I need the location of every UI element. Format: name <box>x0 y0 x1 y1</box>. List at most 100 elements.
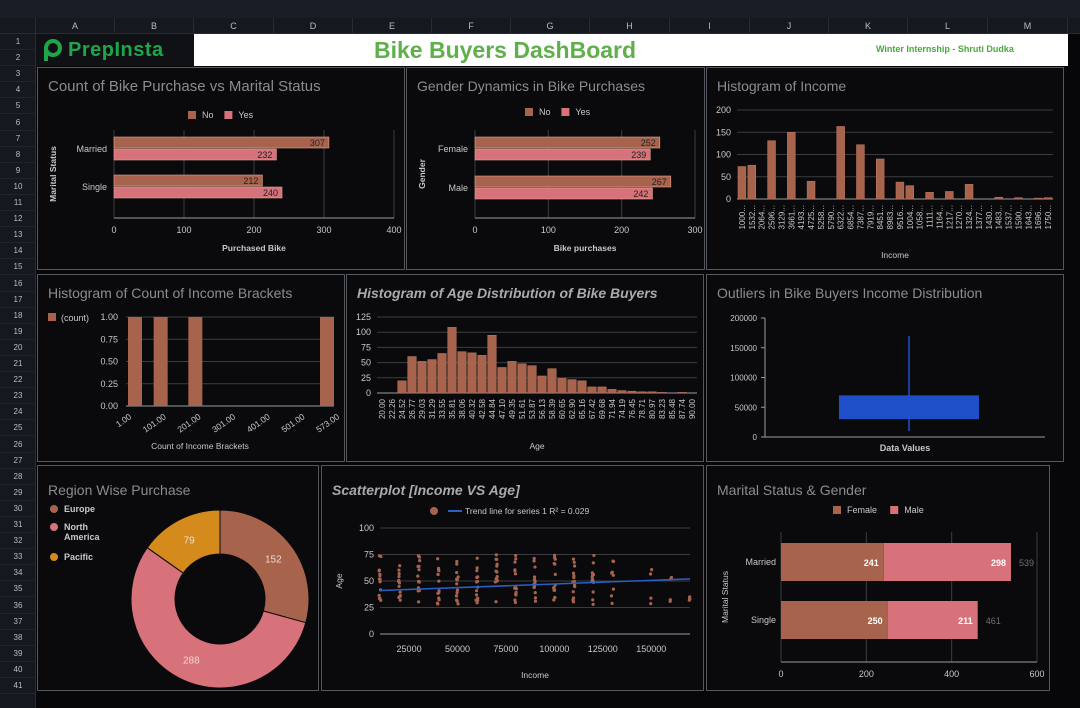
column-header-M[interactable]: M <box>988 18 1068 34</box>
row-header-8[interactable]: 8 <box>0 147 36 163</box>
row-header-36[interactable]: 36 <box>0 598 36 614</box>
chart-scatter[interactable]: Scatterplot [Income VS Age] Trend line f… <box>321 465 704 691</box>
row-header-5[interactable]: 5 <box>0 98 36 115</box>
row-header-41[interactable]: 41 <box>0 678 36 695</box>
row-header-30[interactable]: 30 <box>0 501 36 517</box>
row-header-16[interactable]: 16 <box>0 276 36 292</box>
row-header-7[interactable]: 7 <box>0 131 36 147</box>
column-header-G[interactable]: G <box>511 18 590 34</box>
column-header-D[interactable]: D <box>274 18 353 34</box>
column-header-J[interactable]: J <box>750 18 829 34</box>
scatter-point <box>495 557 499 562</box>
slice-label: 79 <box>184 536 196 547</box>
row-header-35[interactable]: 35 <box>0 581 36 598</box>
chart-gender[interactable]: Gender Dynamics in Bike Purchases No Yes 0… <box>406 67 705 270</box>
row-header-11[interactable]: 11 <box>0 195 36 212</box>
row-header-38[interactable]: 38 <box>0 630 36 646</box>
x-axis-title: Count of Income Brackets <box>151 441 249 451</box>
row-header-20[interactable]: 20 <box>0 340 36 356</box>
row-header-31[interactable]: 31 <box>0 517 36 534</box>
bar-yes <box>474 148 651 161</box>
legend-label: No <box>539 107 551 117</box>
scatter-point <box>553 596 557 600</box>
row-header-19[interactable]: 19 <box>0 324 36 340</box>
x-tick-label: 58.39 <box>548 398 557 419</box>
row-header-37[interactable]: 37 <box>0 614 36 630</box>
column-header-A[interactable]: A <box>36 18 115 34</box>
row-header-39[interactable]: 39 <box>0 646 36 662</box>
x-tick-label: 400 <box>944 669 959 679</box>
row-header-18[interactable]: 18 <box>0 308 36 324</box>
scatter-point <box>456 602 460 606</box>
data-label: 307 <box>310 138 325 148</box>
chart-marital-gender[interactable]: Marital Status & Gender Female Male 0 200 40… <box>706 465 1050 691</box>
histogram-bar <box>517 363 527 394</box>
column-header-C[interactable]: C <box>194 18 274 34</box>
column-header-I[interactable]: I <box>670 18 750 34</box>
row-header-15[interactable]: 15 <box>0 259 36 276</box>
y-tick-label: 25 <box>364 603 374 613</box>
row-header-2[interactable]: 2 <box>0 50 36 67</box>
histogram-bar <box>1014 197 1023 200</box>
column-header-H[interactable]: H <box>590 18 670 34</box>
data-label: 242 <box>633 189 648 199</box>
column-header-L[interactable]: L <box>908 18 988 34</box>
histogram-bar <box>527 365 537 394</box>
histogram-bar <box>507 361 517 394</box>
scatter-point <box>611 559 615 563</box>
column-header-B[interactable]: B <box>115 18 194 34</box>
row-header-33[interactable]: 33 <box>0 549 36 566</box>
chart-marital-status[interactable]: Count of Bike Purchase vs Marital Status… <box>37 67 405 270</box>
row-header-13[interactable]: 13 <box>0 227 36 244</box>
row-header-14[interactable]: 14 <box>0 243 36 260</box>
histogram-bar <box>836 126 845 200</box>
x-tick-label: 301.00 <box>210 411 237 434</box>
row-header-9[interactable]: 9 <box>0 163 36 179</box>
select-all-corner[interactable] <box>0 18 36 34</box>
row-header-26[interactable]: 26 <box>0 437 36 453</box>
row-header-21[interactable]: 21 <box>0 356 36 373</box>
chart-income-brackets[interactable]: Histogram of Count of Income Brackets (c… <box>37 274 345 462</box>
column-header-E[interactable]: E <box>353 18 432 34</box>
x-tick-label: 1164... <box>935 205 944 229</box>
column-header-F[interactable]: F <box>432 18 511 34</box>
row-header-3[interactable]: 3 <box>0 66 36 83</box>
legend-label: Yes <box>238 110 253 120</box>
row-header-6[interactable]: 6 <box>0 115 36 131</box>
row-header-12[interactable]: 12 <box>0 211 36 228</box>
x-tick-label: 1377... <box>975 205 984 229</box>
x-tick-label: 49.35 <box>508 398 517 419</box>
row-header-4[interactable]: 4 <box>0 82 36 99</box>
column-header-K[interactable]: K <box>829 18 908 34</box>
row-header-17[interactable]: 17 <box>0 292 36 308</box>
y-tick-label: 100 <box>716 150 731 160</box>
title-banner: Bike Buyers DashBoard Winter Internship … <box>194 34 1068 66</box>
chart-region[interactable]: Region Wise Purchase 152 288 79 Europe North… <box>37 465 319 691</box>
y-tick-label: 100000 <box>730 374 757 383</box>
chart-income-histogram[interactable]: Histogram of Income 0 50 100 150 200 1000... 1… <box>706 67 1064 270</box>
x-tick-label: 1111... <box>926 205 935 228</box>
row-header-23[interactable]: 23 <box>0 388 36 405</box>
row-header-24[interactable]: 24 <box>0 404 36 421</box>
row-header-1[interactable]: 1 <box>0 34 36 51</box>
row-header-32[interactable]: 32 <box>0 533 36 550</box>
donut-slice <box>146 509 221 574</box>
x-axis-title: Income <box>521 670 549 680</box>
boxplot-svg: 0 50000 100000 150000 200000 Data Values <box>730 314 1045 453</box>
row-header-40[interactable]: 40 <box>0 662 36 678</box>
row-header-27[interactable]: 27 <box>0 453 36 469</box>
row-header-28[interactable]: 28 <box>0 469 36 485</box>
row-header-29[interactable]: 29 <box>0 485 36 501</box>
income-histogram-svg: 0 50 100 150 200 1000... 1532... 2064... 2596...… <box>716 105 1053 260</box>
scatter-point <box>494 553 498 557</box>
chart-age-histogram[interactable]: Histogram of Age Distribution of Bike Bu… <box>346 274 704 462</box>
row-header-34[interactable]: 34 <box>0 565 36 582</box>
histogram-bar <box>856 144 865 200</box>
scatter-point <box>436 572 440 577</box>
row-header-25[interactable]: 25 <box>0 420 36 437</box>
scatter-point <box>474 589 479 593</box>
y-axis-title: Marital Status <box>48 146 58 202</box>
row-header-10[interactable]: 10 <box>0 179 36 195</box>
chart-outliers[interactable]: Outliers in Bike Buyers Income Distribut… <box>706 274 1064 462</box>
row-header-22[interactable]: 22 <box>0 372 36 389</box>
